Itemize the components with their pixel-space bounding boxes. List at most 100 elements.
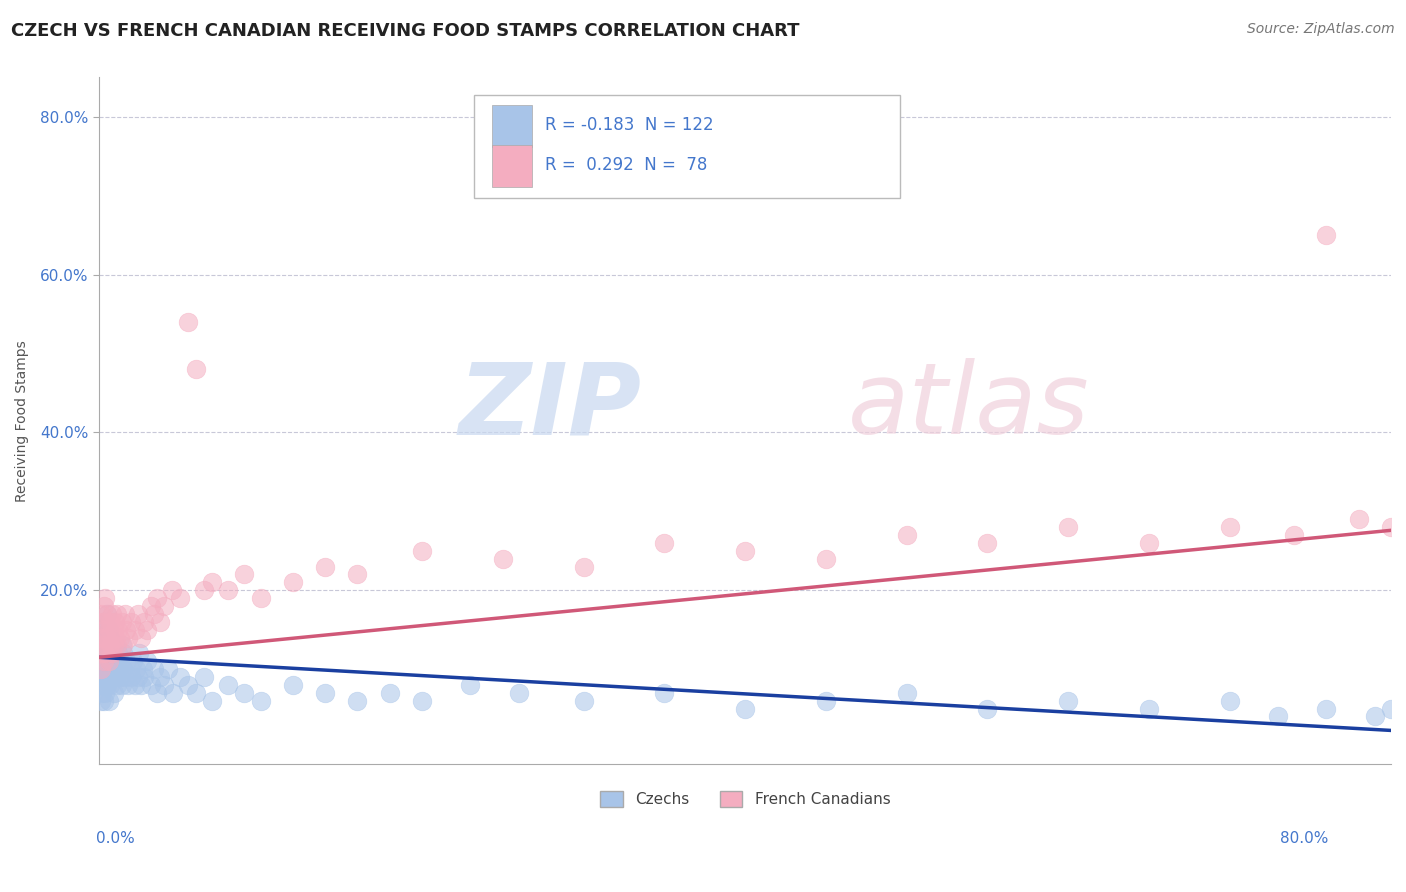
Point: [184, 686, 207, 700]
Point: [184, 362, 207, 376]
Point: [90, 662, 112, 676]
Text: R =  0.292  N =  78: R = 0.292 N = 78: [544, 156, 707, 174]
Point: [1364, 709, 1386, 723]
Point: [1347, 512, 1369, 526]
Point: [93, 631, 115, 645]
Point: [108, 670, 131, 684]
Point: [93, 623, 115, 637]
Point: [94, 654, 117, 668]
Point: [193, 670, 215, 684]
Y-axis label: Receiving Food Stamps: Receiving Food Stamps: [15, 340, 30, 501]
Point: [103, 662, 125, 676]
Text: R = -0.183  N = 122: R = -0.183 N = 122: [544, 117, 713, 135]
Point: [411, 543, 433, 558]
Point: [572, 559, 595, 574]
Point: [91, 670, 114, 684]
Point: [105, 639, 128, 653]
Point: [136, 654, 159, 668]
Point: [115, 623, 138, 637]
Point: [1379, 520, 1402, 534]
Point: [104, 670, 127, 684]
Point: [112, 662, 135, 676]
Point: [139, 678, 162, 692]
Point: [90, 662, 112, 676]
Point: [111, 615, 134, 629]
Point: [97, 623, 120, 637]
Point: [101, 639, 124, 653]
Point: [93, 678, 115, 692]
Point: [508, 686, 530, 700]
Point: [114, 607, 136, 621]
Point: [117, 631, 139, 645]
Point: [91, 639, 114, 653]
Point: [118, 662, 141, 676]
Point: [346, 694, 368, 708]
Point: [98, 615, 121, 629]
Point: [346, 567, 368, 582]
Point: [111, 678, 134, 692]
Point: [120, 615, 142, 629]
Point: [814, 551, 837, 566]
Point: [93, 646, 115, 660]
Point: [249, 694, 271, 708]
Point: [152, 678, 174, 692]
Point: [101, 654, 124, 668]
Point: [378, 686, 401, 700]
Point: [107, 623, 129, 637]
Point: [149, 670, 172, 684]
Point: [734, 701, 756, 715]
Point: [93, 662, 115, 676]
Point: [976, 536, 998, 550]
Point: [896, 686, 918, 700]
Point: [201, 694, 224, 708]
FancyBboxPatch shape: [474, 95, 900, 197]
Point: [96, 678, 118, 692]
Point: [1315, 228, 1337, 243]
Point: [91, 654, 114, 668]
Point: [94, 639, 117, 653]
Point: [94, 686, 117, 700]
Point: [1057, 694, 1080, 708]
Point: [160, 583, 183, 598]
Point: [1137, 536, 1160, 550]
Point: [411, 694, 433, 708]
Point: [134, 615, 156, 629]
Point: [1405, 709, 1406, 723]
Point: [93, 654, 115, 668]
Point: [1218, 694, 1240, 708]
Point: [896, 528, 918, 542]
Point: [157, 662, 180, 676]
Point: [142, 662, 165, 676]
Point: [162, 686, 184, 700]
Text: ZIP: ZIP: [458, 359, 641, 456]
Point: [90, 678, 112, 692]
Point: [90, 631, 112, 645]
Point: [93, 623, 115, 637]
Point: [217, 678, 239, 692]
Point: [1218, 520, 1240, 534]
Point: [572, 694, 595, 708]
Point: [139, 599, 162, 613]
Point: [93, 631, 115, 645]
Point: [97, 670, 120, 684]
Point: [114, 670, 136, 684]
Point: [96, 631, 118, 645]
Point: [124, 623, 146, 637]
Point: [460, 678, 482, 692]
Point: [103, 639, 125, 653]
Point: [105, 607, 128, 621]
Point: [103, 623, 125, 637]
Point: [105, 678, 128, 692]
Point: [142, 607, 165, 621]
Point: [146, 591, 169, 606]
Point: [1379, 701, 1402, 715]
Point: [90, 607, 112, 621]
Point: [107, 646, 129, 660]
Point: [94, 646, 117, 660]
Point: [108, 631, 131, 645]
Point: [96, 607, 118, 621]
Point: [233, 686, 256, 700]
Point: [93, 670, 115, 684]
Point: [104, 639, 127, 653]
FancyBboxPatch shape: [492, 105, 531, 147]
